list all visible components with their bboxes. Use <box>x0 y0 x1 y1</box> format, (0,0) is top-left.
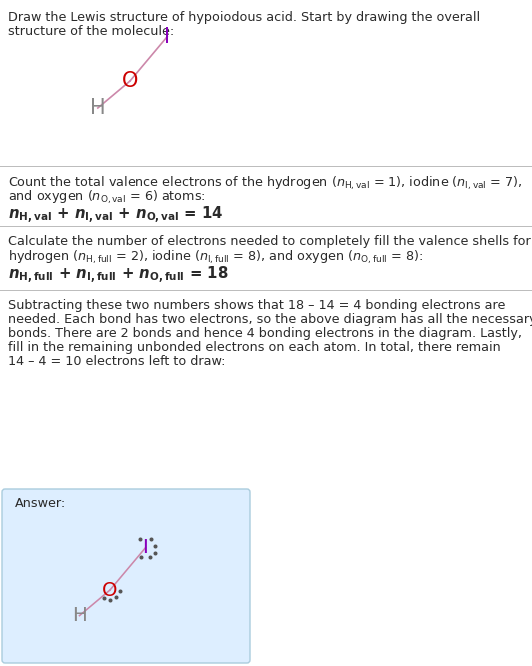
Text: $\bfit{n}_\mathregular{H,full}$ + $\bfit{n}_\mathregular{I,full}$ + $\bfit{n}_\m: $\bfit{n}_\mathregular{H,full}$ + $\bfit… <box>8 265 228 286</box>
Text: Calculate the number of electrons needed to completely fill the valence shells f: Calculate the number of electrons needed… <box>8 235 531 248</box>
Text: Draw the Lewis structure of hypoiodous acid. Start by drawing the overall: Draw the Lewis structure of hypoiodous a… <box>8 11 480 24</box>
Text: H: H <box>72 606 87 625</box>
Text: O: O <box>102 581 118 599</box>
FancyBboxPatch shape <box>2 489 250 663</box>
Text: O: O <box>122 71 138 91</box>
Text: $\bfit{n}_\mathregular{H,val}$ + $\bfit{n}_\mathregular{I,val}$ + $\bfit{n}_\mat: $\bfit{n}_\mathregular{H,val}$ + $\bfit{… <box>8 205 223 226</box>
Text: hydrogen ($n_\mathregular{H,full}$ = 2), iodine ($n_\mathregular{I,full}$ = 8), : hydrogen ($n_\mathregular{H,full}$ = 2),… <box>8 249 423 266</box>
Text: needed. Each bond has two electrons, so the above diagram has all the necessary: needed. Each bond has two electrons, so … <box>8 313 532 326</box>
Text: 14 – 4 = 10 electrons left to draw:: 14 – 4 = 10 electrons left to draw: <box>8 355 226 368</box>
Text: I: I <box>143 538 148 557</box>
Text: I: I <box>164 27 170 47</box>
Text: and oxygen ($n_\mathregular{O,val}$ = 6) atoms:: and oxygen ($n_\mathregular{O,val}$ = 6)… <box>8 189 206 206</box>
Text: structure of the molecule:: structure of the molecule: <box>8 25 174 38</box>
Text: Answer:: Answer: <box>15 497 66 510</box>
Text: H: H <box>90 98 106 118</box>
Text: bonds. There are 2 bonds and hence 4 bonding electrons in the diagram. Lastly,: bonds. There are 2 bonds and hence 4 bon… <box>8 327 522 340</box>
Text: fill in the remaining unbonded electrons on each atom. In total, there remain: fill in the remaining unbonded electrons… <box>8 341 501 354</box>
Text: Subtracting these two numbers shows that 18 – 14 = 4 bonding electrons are: Subtracting these two numbers shows that… <box>8 299 505 312</box>
Text: Count the total valence electrons of the hydrogen ($n_\mathregular{H,val}$ = 1),: Count the total valence electrons of the… <box>8 175 522 192</box>
